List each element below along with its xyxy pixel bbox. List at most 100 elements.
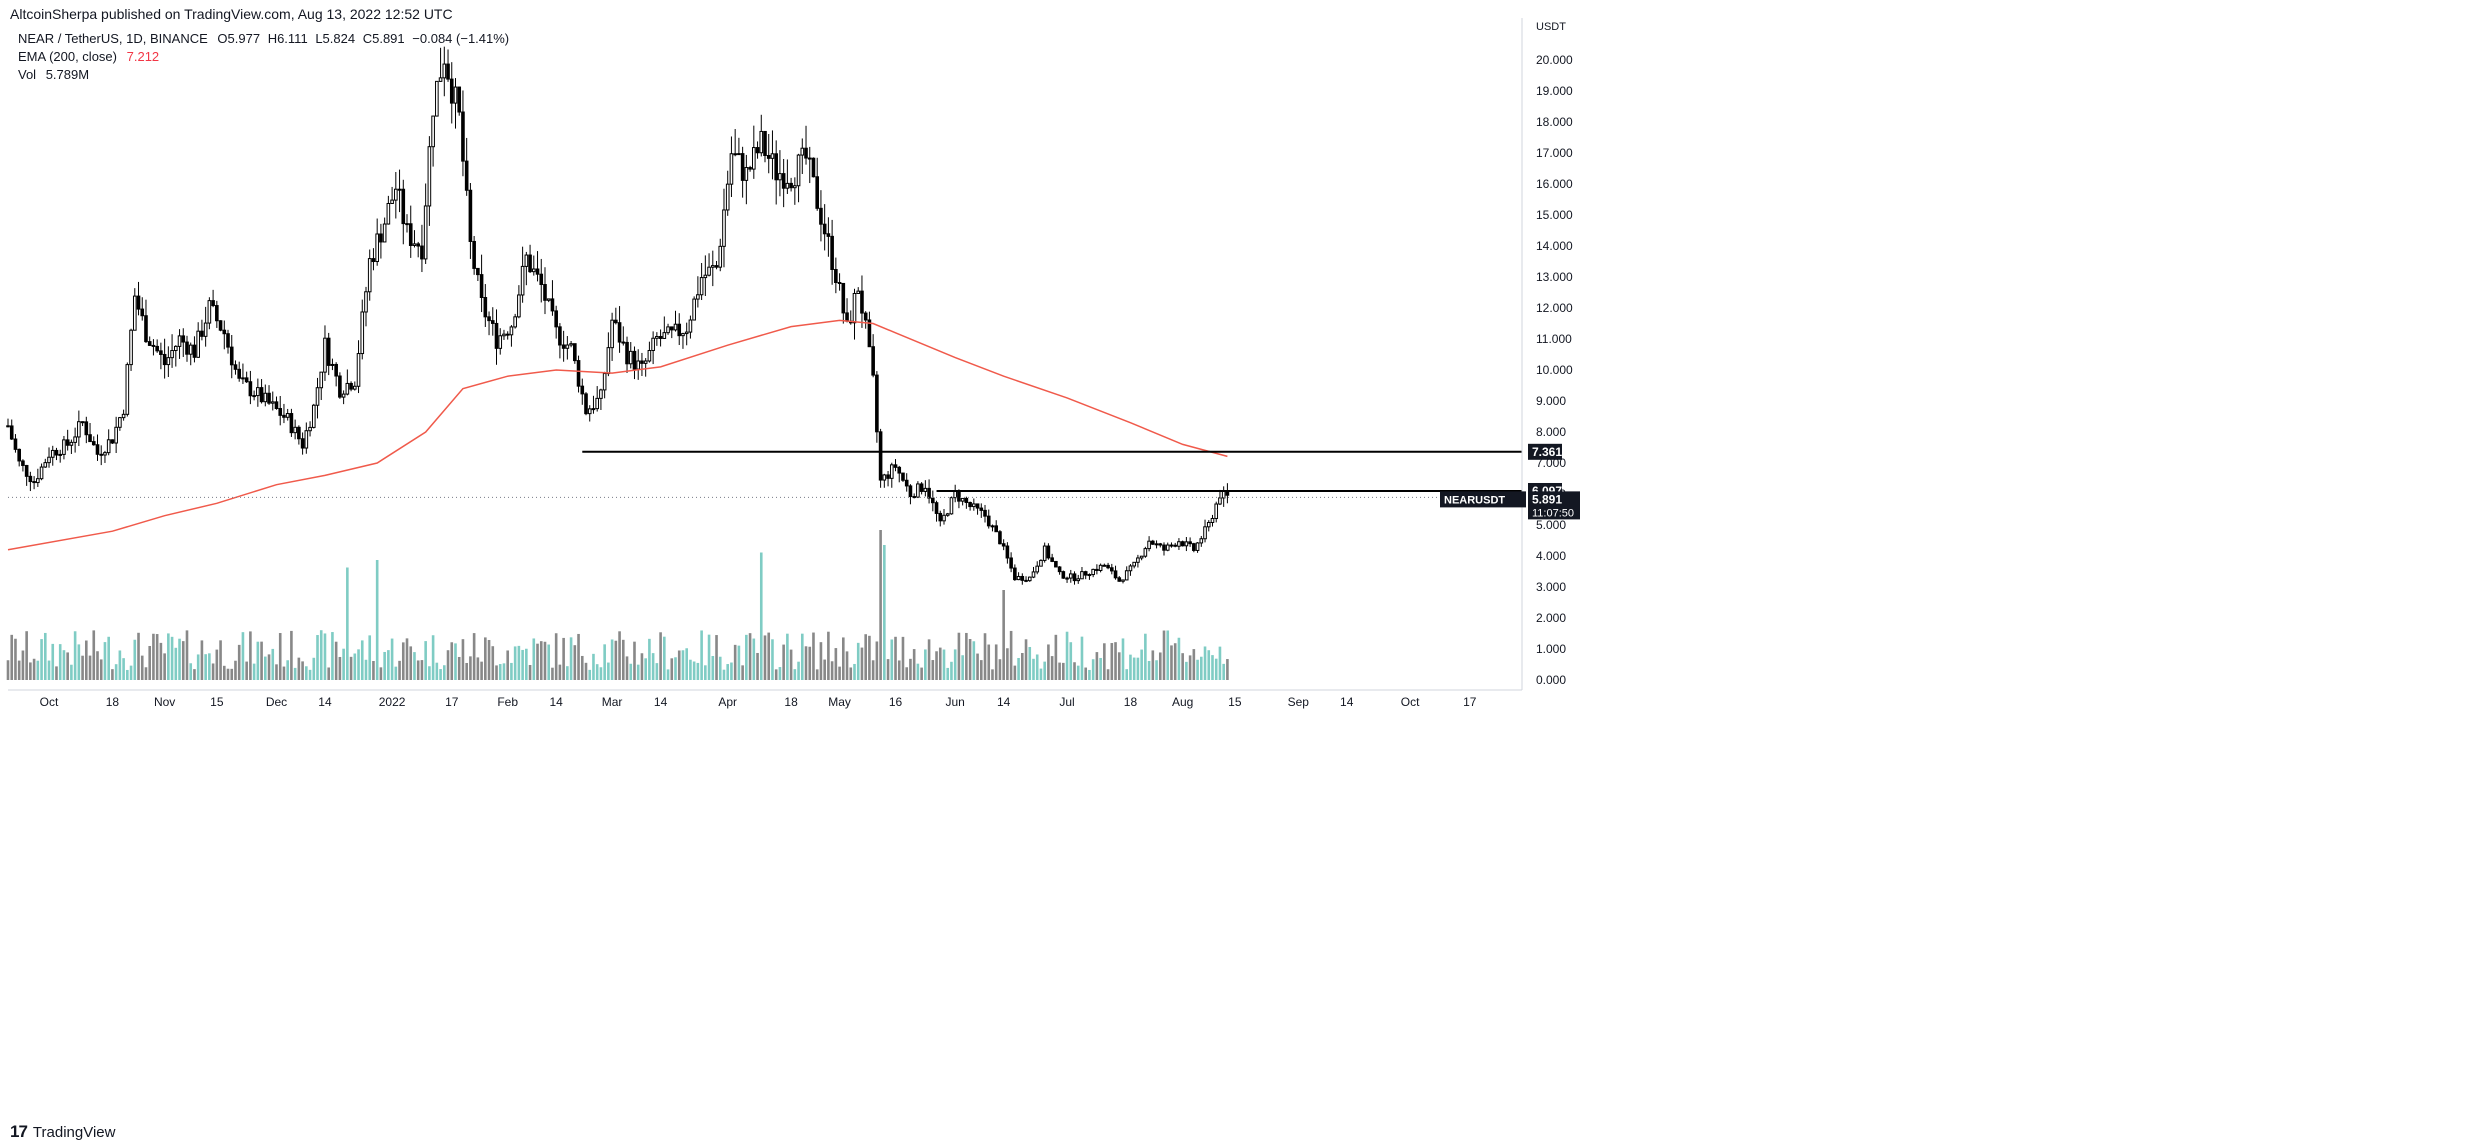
- candle-body: [192, 344, 197, 358]
- ema-label[interactable]: EMA (200, close): [18, 49, 117, 64]
- volume-bar: [1110, 643, 1114, 680]
- candle-body: [1095, 568, 1099, 571]
- price-tag-bg: [1528, 443, 1562, 460]
- volume-bar: [431, 635, 435, 680]
- volume-bar: [21, 650, 25, 680]
- volume-bar: [1088, 669, 1091, 680]
- candle-body: [710, 265, 715, 268]
- volume-bar: [226, 668, 230, 680]
- symbol-tag: NEARUSDT: [1444, 494, 1505, 506]
- candle-body: [725, 183, 730, 211]
- candle-body: [267, 392, 271, 404]
- candle-body: [893, 464, 898, 468]
- candle-body: [170, 350, 174, 359]
- volume-bar: [491, 646, 495, 680]
- volume-bar: [1173, 643, 1177, 680]
- volume-bar: [36, 660, 40, 680]
- volume-bar: [305, 666, 308, 680]
- volume-bar: [409, 646, 413, 680]
- candle-body: [968, 501, 972, 508]
- volume-bar: [636, 664, 640, 680]
- volume-bar: [148, 645, 152, 680]
- x-tick-label: Oct: [1401, 695, 1420, 709]
- volume-bar: [603, 644, 606, 680]
- volume-bar: [991, 669, 994, 680]
- volume-bar: [607, 662, 610, 680]
- volume-bar: [241, 632, 245, 680]
- symbol-name[interactable]: NEAR / TetherUS, 1D, BINANCE: [18, 31, 208, 46]
- volume-row: Vol 5.789M: [18, 66, 509, 84]
- volume-bar: [457, 656, 461, 680]
- price-tag: 7.361: [1532, 445, 1562, 459]
- volume-bar: [196, 654, 200, 680]
- volume-bar: [1106, 669, 1110, 680]
- candle-body: [461, 111, 465, 162]
- candle-body: [606, 347, 611, 375]
- candle-body: [737, 153, 741, 156]
- candle-body: [1162, 544, 1166, 551]
- volume-bar: [1065, 631, 1069, 680]
- candle-body: [252, 395, 256, 398]
- candle-body: [1199, 538, 1204, 544]
- volume-bar: [1069, 642, 1073, 680]
- candle-body: [822, 223, 827, 235]
- candle-body: [942, 514, 946, 522]
- candle-body: [196, 330, 200, 358]
- candle-body: [778, 173, 782, 181]
- candle-body: [867, 319, 872, 348]
- volume-bar: [614, 640, 618, 680]
- volume-bar: [506, 650, 509, 680]
- volume-bar: [1144, 633, 1147, 680]
- horizontal-lines: [8, 450, 1522, 498]
- candle-body: [1113, 570, 1118, 579]
- candle-body: [986, 515, 991, 527]
- volume-bar: [924, 649, 927, 680]
- volume-bar: [786, 633, 789, 680]
- volume-bar: [950, 661, 953, 680]
- candle-body: [647, 350, 652, 362]
- candle-body: [442, 63, 447, 79]
- candle-body: [1031, 571, 1036, 578]
- candle-body: [181, 335, 186, 343]
- candle-body: [863, 312, 868, 321]
- volume-bar: [435, 662, 439, 680]
- candle-body: [289, 413, 294, 434]
- volume-bar: [439, 669, 442, 680]
- candle-body: [539, 273, 544, 286]
- candle-body: [886, 474, 890, 479]
- volume-bar: [170, 636, 174, 680]
- volume-bar: [823, 659, 826, 680]
- candle-body: [270, 401, 275, 404]
- volume-bar: [88, 655, 92, 680]
- candle-body: [1024, 579, 1028, 582]
- volume-bar: [260, 641, 263, 680]
- volume-bar: [1114, 642, 1117, 680]
- volume-bar: [498, 664, 502, 680]
- volume-bar: [800, 633, 804, 680]
- candle-body: [349, 382, 353, 390]
- candle-body: [1173, 544, 1178, 547]
- volume-bar: [334, 641, 338, 680]
- candle-body: [558, 326, 562, 346]
- volume-bar: [666, 669, 670, 680]
- candle-body: [304, 430, 309, 449]
- volume-bar: [140, 655, 144, 680]
- volume-bar: [1129, 654, 1132, 680]
- axes: USDT 20.000 19.000 18.000 17.000 16.000 15.000…: [8, 18, 1573, 709]
- volume-bar: [834, 648, 838, 680]
- volume-bar: [308, 669, 312, 680]
- candle-body: [315, 387, 320, 406]
- candle-body: [367, 258, 372, 293]
- candle-body: [766, 154, 771, 159]
- candle-body: [390, 199, 394, 204]
- candle-body: [9, 425, 14, 440]
- y-tick-label: 0.000: [1536, 673, 1566, 687]
- volume-label[interactable]: Vol: [18, 67, 37, 82]
- volume-bar: [58, 644, 62, 680]
- candle-body: [673, 323, 678, 331]
- ohlc-high-label: H: [267, 31, 278, 46]
- candle-body: [1169, 544, 1174, 547]
- candle-body: [155, 345, 159, 352]
